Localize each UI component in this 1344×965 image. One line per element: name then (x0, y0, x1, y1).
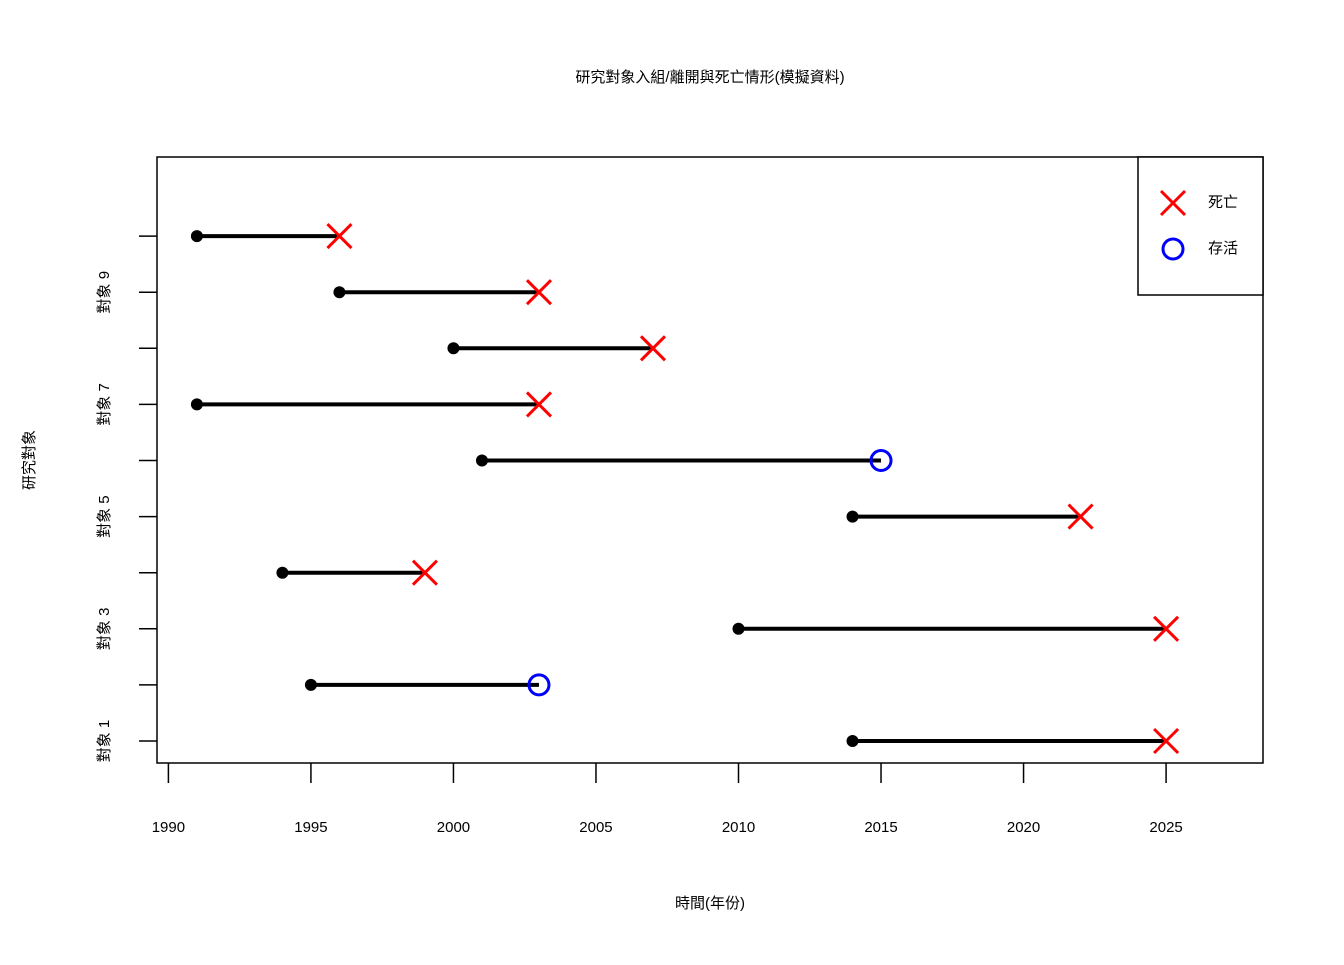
end-marker (411, 559, 439, 586)
entry-point (846, 510, 859, 523)
end-marker-stroke (1067, 503, 1094, 530)
y-tick-label: 對象 7 (96, 383, 113, 426)
end-marker (525, 279, 553, 306)
end-marker (525, 391, 553, 418)
x-tick-label: 1995 (294, 819, 327, 836)
end-marker-stroke (326, 223, 353, 250)
chart-title: 研究對象入組/離開與死亡情形(模擬資料) (575, 68, 844, 86)
end-marker-stroke (525, 279, 553, 306)
y-tick-label: 對象 9 (96, 271, 113, 314)
y-tick-label: 對象 3 (96, 608, 113, 651)
legend-marker (1161, 237, 1185, 261)
x-tick-label: 2020 (1007, 819, 1040, 836)
legend-box (1137, 156, 1264, 296)
y-tick-label: 對象 1 (96, 720, 113, 763)
y-tick-label: 對象 5 (96, 495, 113, 538)
end-marker (639, 335, 667, 362)
end-marker-stroke (525, 391, 553, 418)
entry-point (190, 230, 203, 243)
x-axis-title: 時間(年份) (675, 895, 745, 912)
entry-point (304, 678, 317, 691)
end-marker (527, 673, 551, 697)
entry-point (447, 342, 460, 355)
entry-point (333, 286, 346, 299)
end-marker-stroke (1153, 615, 1180, 642)
entry-point (475, 454, 488, 467)
x-tick-label: 2005 (579, 819, 612, 836)
end-marker (1067, 503, 1094, 530)
x-tick-label: 2015 (864, 819, 897, 836)
legend-label: 存活 (1208, 240, 1238, 257)
legend-label: 死亡 (1208, 194, 1238, 211)
end-marker-stroke (411, 559, 439, 586)
legend-marker (1159, 189, 1187, 217)
x-tick-label: 2010 (722, 819, 755, 836)
entry-point (190, 398, 203, 411)
end-marker (326, 223, 353, 250)
x-tick-label: 2025 (1149, 819, 1182, 836)
x-tick-label: 2000 (437, 819, 470, 836)
end-marker (1153, 615, 1180, 642)
end-marker-stroke (1153, 727, 1180, 755)
x-tick-label: 1990 (152, 819, 185, 836)
legend-marker-stroke (1159, 189, 1187, 217)
entry-point (732, 622, 745, 635)
end-marker (1153, 727, 1180, 755)
y-axis-title: 研究對象 (21, 430, 38, 490)
entry-point (276, 566, 289, 579)
end-marker (869, 449, 893, 472)
end-marker-stroke (639, 335, 667, 362)
entry-point (846, 735, 859, 747)
